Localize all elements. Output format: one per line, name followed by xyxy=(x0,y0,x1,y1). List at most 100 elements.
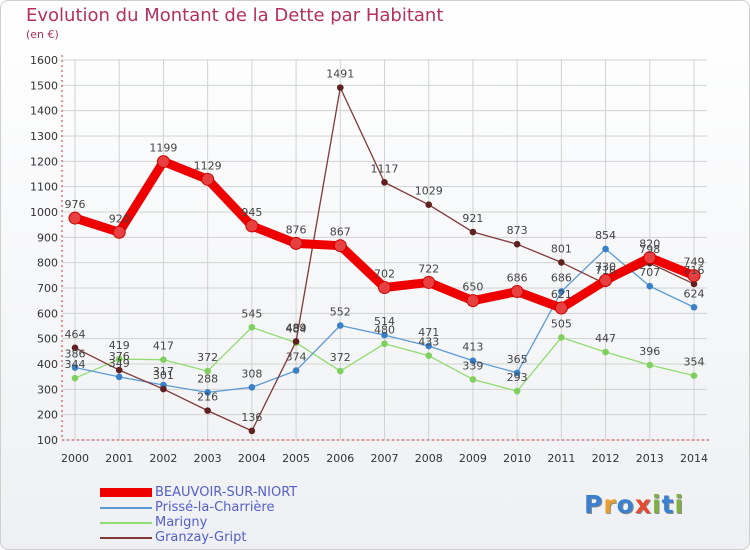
data-point xyxy=(68,211,82,225)
data-label: 749 xyxy=(684,256,705,269)
data-label: 308 xyxy=(241,367,262,380)
data-point xyxy=(248,323,256,331)
data-label: 920 xyxy=(109,212,130,225)
data-label: 354 xyxy=(684,356,705,369)
x-tick-label: 2010 xyxy=(503,452,531,465)
y-tick-label: 1500 xyxy=(30,79,58,92)
data-label: 484 xyxy=(286,323,307,336)
data-point xyxy=(558,259,565,266)
data-label: 945 xyxy=(241,206,262,219)
x-tick-label: 2002 xyxy=(149,452,177,465)
legend-swatch xyxy=(100,522,152,524)
data-point xyxy=(292,338,300,345)
data-point xyxy=(204,367,211,375)
y-tick-label: 1200 xyxy=(30,155,58,168)
data-label: 545 xyxy=(241,307,262,320)
data-label: 372 xyxy=(330,351,351,364)
legend-swatch xyxy=(100,537,152,539)
data-point xyxy=(690,280,698,288)
logo-letter: r xyxy=(603,490,617,519)
data-label: 1491 xyxy=(326,68,354,81)
y-tick-label: 1300 xyxy=(30,130,58,143)
data-point xyxy=(156,155,170,169)
data-point xyxy=(201,172,215,186)
data-point xyxy=(160,385,167,393)
data-point xyxy=(333,239,347,253)
chart-title: Evolution du Montant de la Dette par Hab… xyxy=(26,5,444,26)
data-point xyxy=(381,331,388,339)
data-label: 921 xyxy=(462,212,483,225)
y-tick-label: 300 xyxy=(37,383,58,396)
data-point xyxy=(646,282,654,290)
x-tick-label: 2000 xyxy=(61,452,89,465)
data-point xyxy=(513,387,521,395)
data-label: 514 xyxy=(374,315,395,328)
data-point xyxy=(71,344,79,352)
x-tick-label: 2014 xyxy=(680,452,708,465)
data-point xyxy=(115,373,123,381)
data-label: 447 xyxy=(595,332,616,345)
data-label: 1117 xyxy=(371,162,399,175)
x-tick-label: 2013 xyxy=(636,452,664,465)
data-point xyxy=(422,275,436,289)
data-point xyxy=(245,219,259,233)
y-tick-label: 600 xyxy=(37,307,58,320)
legend-label: Prissé-la-Charrière xyxy=(155,500,275,515)
legend-swatch xyxy=(100,488,152,497)
data-label: 376 xyxy=(109,350,130,363)
data-point xyxy=(289,236,303,250)
axes: 100 200 300 400 500 600 700 800 900 1000 1100 1200 1… xyxy=(30,54,712,465)
data-label: 707 xyxy=(639,266,660,279)
data-label: 339 xyxy=(462,359,483,372)
logo-letter: o xyxy=(616,490,635,519)
x-tick-label: 2004 xyxy=(238,452,266,465)
data-point xyxy=(425,201,433,208)
data-point xyxy=(248,427,256,435)
data-label: 505 xyxy=(551,317,572,330)
data-point xyxy=(690,303,698,311)
legend: BEAUVOIR-SUR-NIORT Prissé-la-Charrière Mar… xyxy=(100,485,340,545)
data-point xyxy=(469,228,477,236)
proxiti-logo: Proxiti xyxy=(584,490,684,519)
data-label: 349 xyxy=(109,357,130,370)
y-tick-label: 500 xyxy=(37,333,58,346)
data-label: 702 xyxy=(374,267,395,280)
y-tick-label: 1000 xyxy=(30,206,58,219)
data-point xyxy=(248,384,256,391)
x-tick-label: 2005 xyxy=(282,452,310,465)
data-label: 372 xyxy=(197,351,218,364)
data-point xyxy=(204,389,211,396)
data-label: 386 xyxy=(65,348,86,361)
logo-letter: P xyxy=(584,490,604,519)
y-tick-label: 1100 xyxy=(30,181,58,194)
y-tick-label: 1400 xyxy=(30,105,58,118)
x-tick-label: 2003 xyxy=(194,452,222,465)
data-label: 876 xyxy=(286,223,307,236)
y-tick-label: 800 xyxy=(37,257,58,270)
line-chart: 100 200 300 400 500 600 700 800 900 1000 1100 1200 1… xyxy=(30,54,712,465)
data-label: 480 xyxy=(374,324,395,337)
legend-label: BEAUVOIR-SUR-NIORT xyxy=(155,485,298,500)
data-point xyxy=(466,294,480,308)
data-label: 716 xyxy=(595,264,616,277)
y-tick-label: 200 xyxy=(37,409,58,422)
data-label: 976 xyxy=(65,198,86,211)
data-label: 621 xyxy=(551,288,572,301)
y-tick-label: 700 xyxy=(37,282,58,295)
data-point xyxy=(510,285,524,299)
data-point xyxy=(687,269,701,283)
legend-label: Marigny xyxy=(155,515,208,530)
data-label: 365 xyxy=(507,353,528,366)
data-label: 413 xyxy=(462,341,483,354)
data-point xyxy=(469,357,477,365)
y-tick-label: 1600 xyxy=(30,54,58,67)
data-label: 288 xyxy=(197,372,218,385)
x-tick-label: 2001 xyxy=(105,452,133,465)
grid-lines xyxy=(62,59,707,441)
data-point xyxy=(513,240,521,248)
data-label: 317 xyxy=(153,365,174,378)
data-label: 417 xyxy=(153,340,174,353)
data-label: 716 xyxy=(684,264,705,277)
data-point xyxy=(71,364,79,371)
legend-item: Granzay-Gript xyxy=(100,530,340,545)
